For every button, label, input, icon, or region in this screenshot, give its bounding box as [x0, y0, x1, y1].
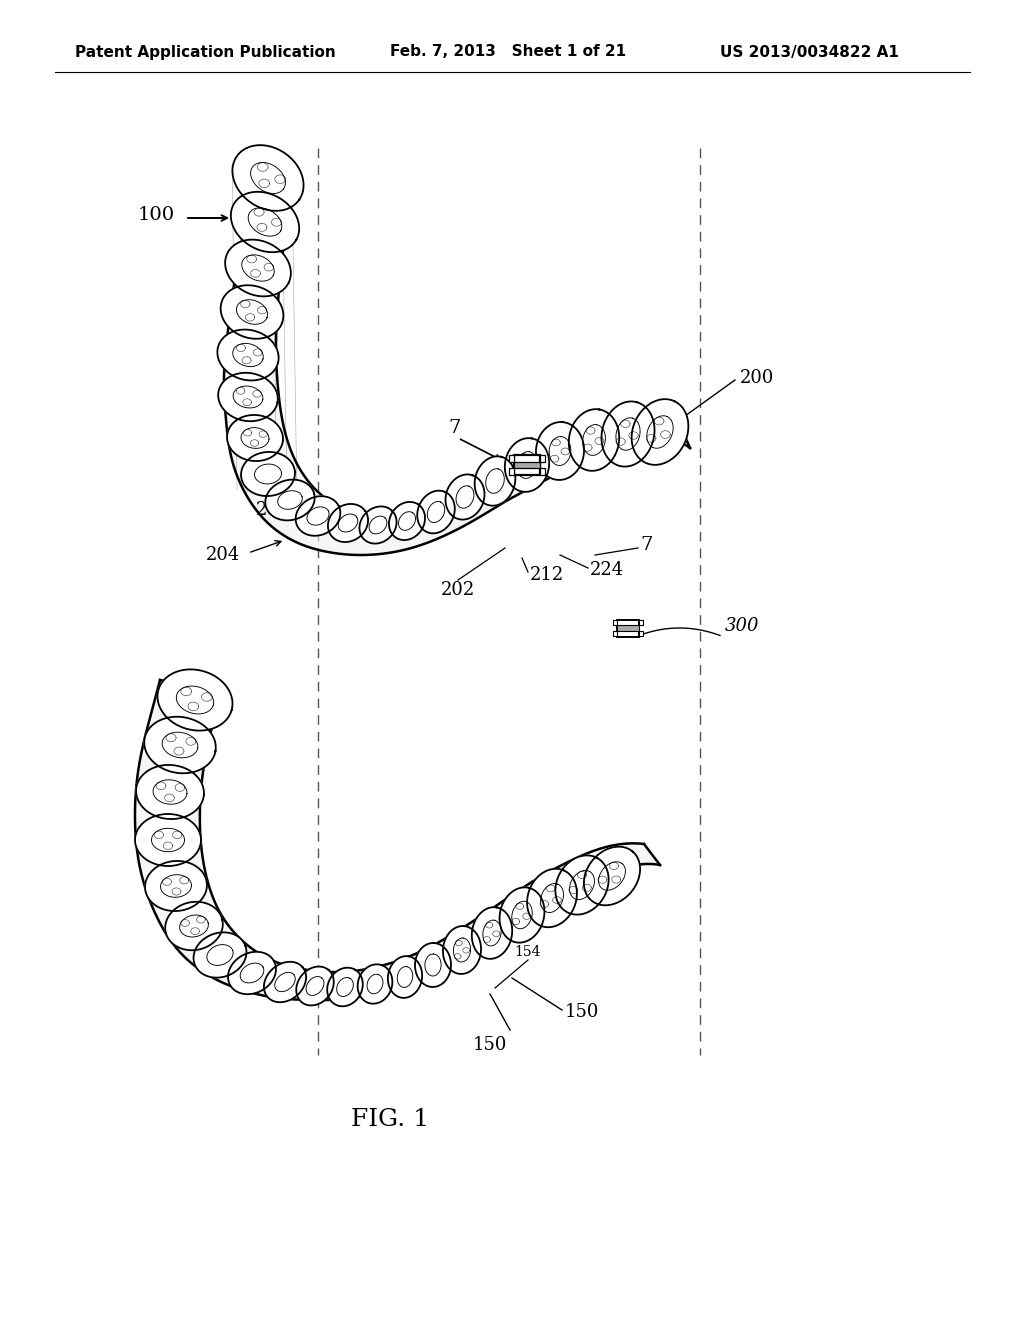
Text: 100: 100	[138, 206, 175, 224]
Polygon shape	[194, 932, 247, 978]
Polygon shape	[475, 457, 515, 506]
Bar	[617, 626, 639, 631]
Polygon shape	[165, 902, 223, 950]
Text: 150: 150	[473, 1036, 507, 1053]
Polygon shape	[357, 965, 392, 1003]
Polygon shape	[584, 846, 640, 906]
Polygon shape	[136, 766, 204, 818]
Text: Feb. 7, 2013   Sheet 1 of 21: Feb. 7, 2013 Sheet 1 of 21	[390, 45, 626, 59]
Polygon shape	[232, 145, 303, 211]
Bar	[540, 469, 545, 475]
Polygon shape	[296, 966, 334, 1006]
Polygon shape	[227, 414, 283, 461]
Text: 7: 7	[449, 418, 461, 437]
Polygon shape	[527, 869, 577, 927]
Polygon shape	[230, 191, 299, 252]
Polygon shape	[158, 669, 232, 730]
Polygon shape	[359, 507, 396, 544]
Bar	[514, 455, 540, 475]
Polygon shape	[417, 491, 455, 533]
Polygon shape	[415, 942, 451, 987]
Polygon shape	[217, 330, 279, 380]
Polygon shape	[443, 927, 481, 974]
Bar	[639, 631, 643, 636]
Bar	[613, 631, 617, 636]
Text: 300: 300	[725, 616, 760, 635]
Polygon shape	[632, 399, 688, 465]
Polygon shape	[472, 907, 512, 958]
Polygon shape	[264, 962, 306, 1002]
Bar	[514, 462, 540, 469]
Polygon shape	[555, 855, 608, 915]
Polygon shape	[296, 496, 340, 536]
Text: FIG. 1: FIG. 1	[351, 1109, 429, 1131]
Text: 202: 202	[441, 581, 475, 599]
Polygon shape	[568, 409, 620, 471]
Polygon shape	[265, 479, 314, 520]
Bar	[540, 455, 545, 462]
Text: 212: 212	[530, 566, 564, 583]
Polygon shape	[228, 952, 276, 994]
Polygon shape	[388, 956, 422, 998]
Text: 7: 7	[640, 536, 652, 554]
Text: 206: 206	[256, 502, 290, 519]
Polygon shape	[328, 968, 362, 1006]
Polygon shape	[224, 154, 690, 554]
Text: US 2013/0034822 A1: US 2013/0034822 A1	[720, 45, 899, 59]
Bar	[639, 620, 643, 626]
Polygon shape	[389, 502, 425, 540]
Polygon shape	[536, 422, 584, 480]
Polygon shape	[145, 861, 207, 911]
Polygon shape	[445, 474, 484, 520]
Polygon shape	[135, 680, 660, 1001]
Polygon shape	[218, 372, 278, 421]
Text: 224: 224	[590, 561, 624, 579]
Polygon shape	[505, 438, 549, 492]
Polygon shape	[220, 285, 284, 339]
Polygon shape	[225, 240, 291, 297]
Bar	[617, 619, 639, 636]
Polygon shape	[500, 887, 545, 942]
Text: 154: 154	[515, 945, 542, 960]
Polygon shape	[241, 451, 295, 496]
Polygon shape	[328, 504, 368, 543]
Polygon shape	[144, 717, 216, 774]
Text: 204: 204	[206, 546, 240, 564]
Text: Patent Application Publication: Patent Application Publication	[75, 45, 336, 59]
Polygon shape	[601, 401, 654, 466]
Bar	[509, 469, 514, 475]
Bar	[509, 455, 514, 462]
Bar	[613, 620, 617, 626]
Polygon shape	[135, 814, 201, 866]
Text: 150: 150	[565, 1003, 599, 1020]
Text: 200: 200	[740, 370, 774, 387]
